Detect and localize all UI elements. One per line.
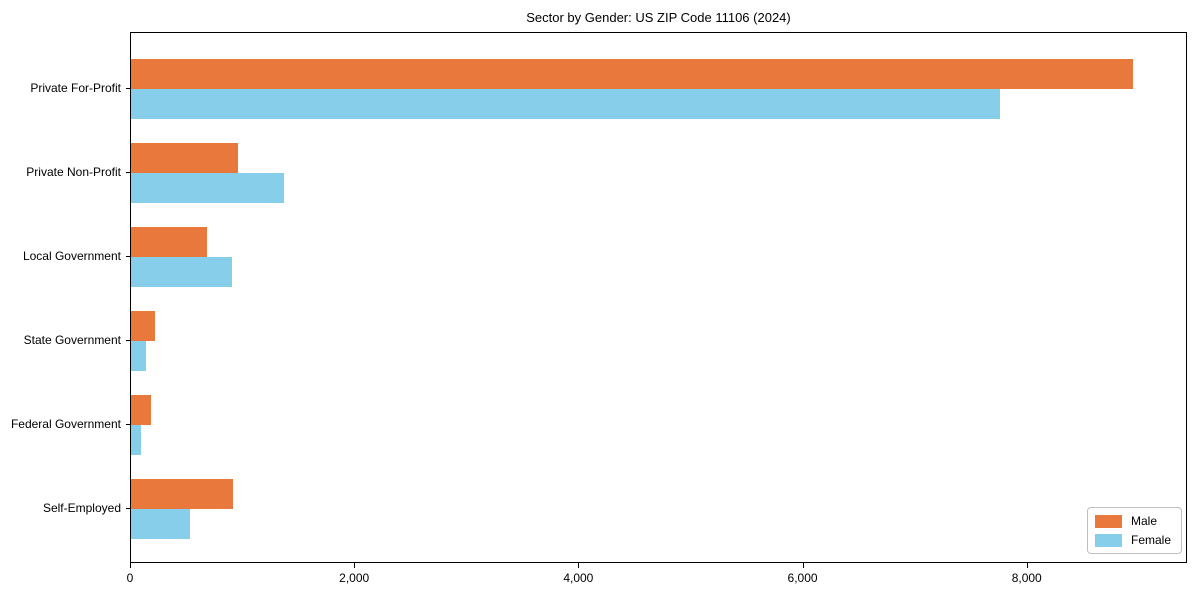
category-label: Private For-Profit bbox=[30, 81, 121, 95]
bar-group bbox=[131, 479, 1186, 539]
y-axis-tick bbox=[126, 88, 130, 89]
female-bar bbox=[131, 173, 285, 203]
x-axis-tick bbox=[1026, 563, 1028, 568]
bar-group bbox=[131, 395, 1186, 455]
bar-group bbox=[131, 143, 1186, 203]
legend-label-female: Female bbox=[1130, 533, 1171, 547]
female-bar bbox=[131, 509, 190, 539]
male-bar bbox=[131, 395, 152, 425]
male-bar bbox=[131, 479, 233, 509]
chart-title: Sector by Gender: US ZIP Code 11106 (202… bbox=[526, 10, 791, 25]
x-axis-tick-label: 0 bbox=[126, 571, 134, 585]
male-bar bbox=[131, 143, 239, 173]
category-label: Federal Government bbox=[10, 417, 121, 431]
legend-label-male: Male bbox=[1130, 514, 1157, 528]
x-axis-tick-label: 2,000 bbox=[339, 571, 370, 585]
female-bar bbox=[131, 425, 142, 455]
category-label: State Government bbox=[23, 333, 121, 347]
female-bar bbox=[131, 341, 147, 371]
y-axis-tick bbox=[126, 424, 130, 425]
y-axis-tick bbox=[126, 340, 130, 341]
legend-entry-female: Female bbox=[1094, 533, 1171, 547]
female-swatch-icon bbox=[1094, 533, 1122, 547]
male-bar bbox=[131, 59, 1134, 89]
category-label: Local Government bbox=[22, 249, 121, 263]
x-axis-tick bbox=[354, 563, 356, 568]
male-swatch-icon bbox=[1094, 514, 1122, 528]
bar-group bbox=[131, 227, 1186, 287]
category-label: Self-Employed bbox=[42, 501, 121, 515]
y-axis-tick bbox=[126, 508, 130, 509]
x-axis-tick bbox=[802, 563, 804, 568]
legend: Male Female bbox=[1086, 507, 1182, 554]
male-bar bbox=[131, 227, 208, 257]
y-axis-tick bbox=[126, 172, 130, 173]
x-axis-tick bbox=[578, 563, 580, 568]
x-axis-tick-label: 4,000 bbox=[563, 571, 594, 585]
female-bar bbox=[131, 257, 232, 287]
y-axis-tick bbox=[126, 256, 130, 257]
male-bar bbox=[131, 311, 156, 341]
bar-group bbox=[131, 59, 1186, 119]
plot-area: Male Female bbox=[130, 32, 1187, 563]
x-axis-tick-label: 6,000 bbox=[787, 571, 818, 585]
x-axis-tick-label: 8,000 bbox=[1011, 571, 1042, 585]
bar-group bbox=[131, 311, 1186, 371]
female-bar bbox=[131, 89, 1001, 119]
legend-entry-male: Male bbox=[1094, 514, 1171, 528]
x-axis-tick bbox=[130, 563, 131, 568]
category-label: Private Non-Profit bbox=[26, 165, 121, 179]
